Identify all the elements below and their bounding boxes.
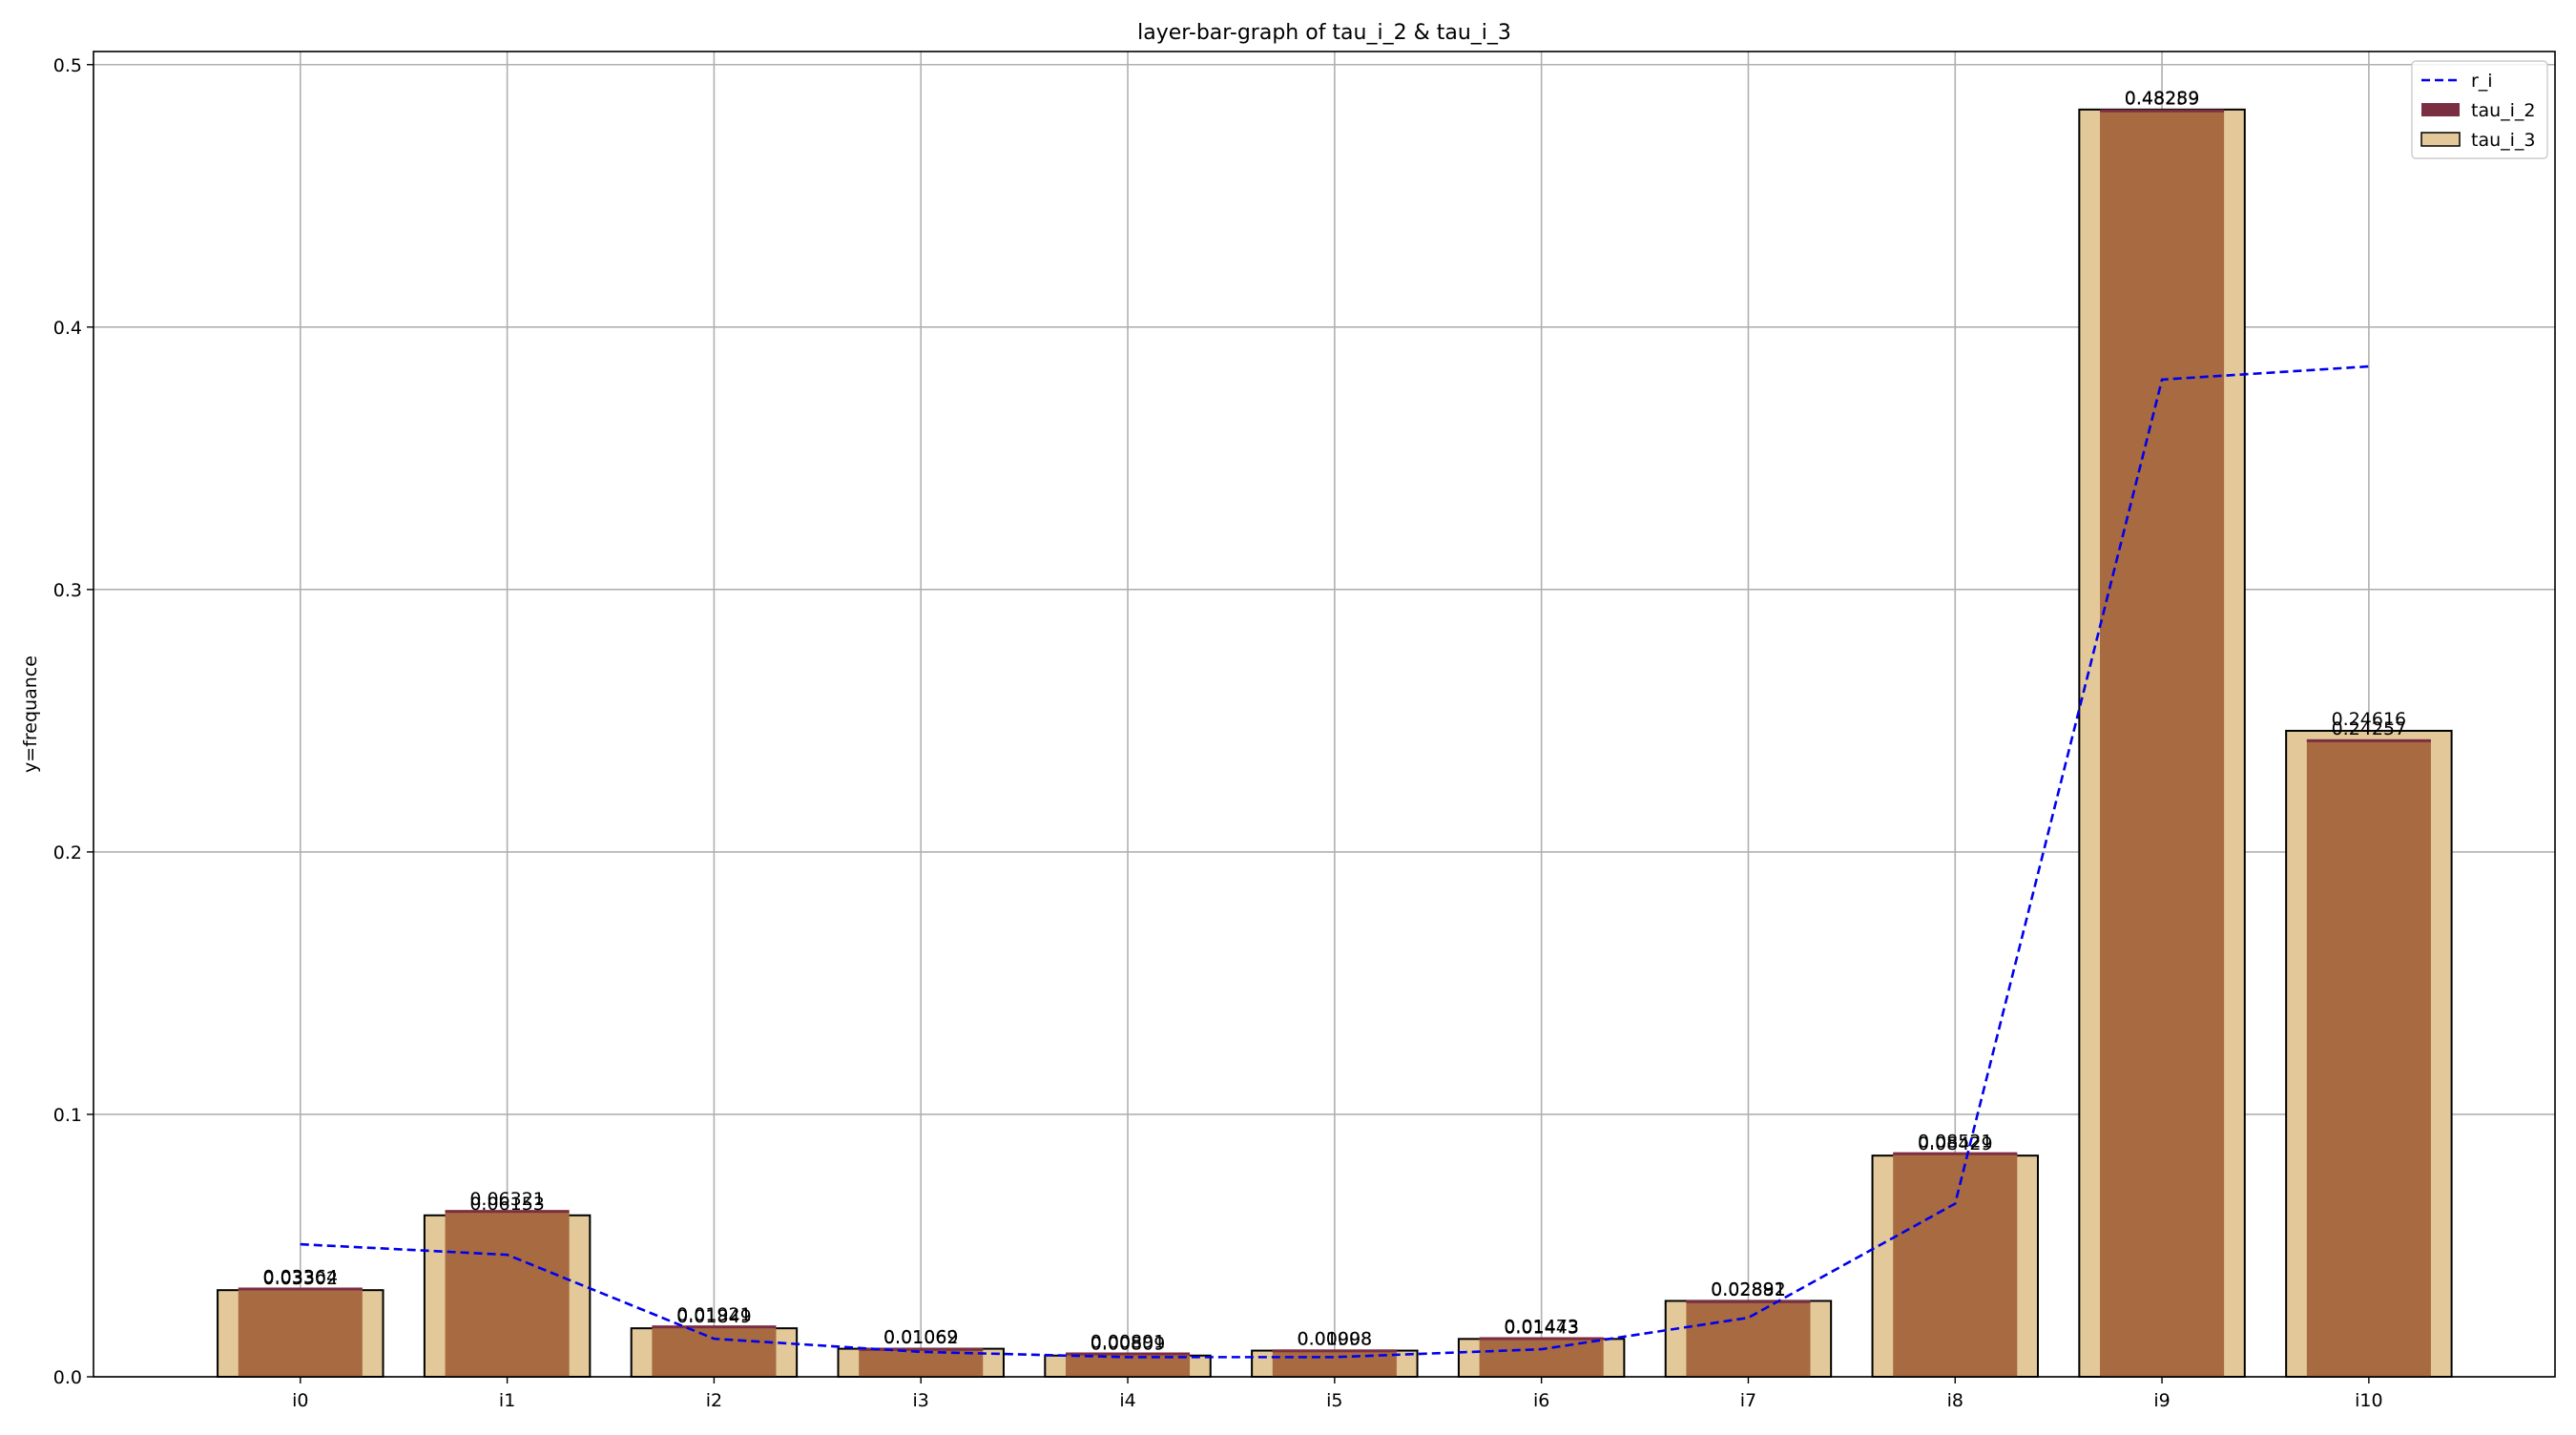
data-label: 0.03364: [263, 1266, 339, 1287]
bar-tau-i-2: [859, 1348, 984, 1377]
bar-tau-i-2: [1893, 1153, 2018, 1377]
bar-tau-i-2-top: [859, 1347, 984, 1351]
y-tick-label: 0.0: [53, 1367, 82, 1388]
x-tick-label: i10: [2355, 1390, 2382, 1411]
bar-tau-i-2-top: [652, 1325, 777, 1329]
bar-tau-i-2: [1272, 1350, 1397, 1377]
data-label: 0.24257: [2332, 718, 2407, 739]
data-label: 0.02892: [1711, 1279, 1786, 1300]
x-tick-label: i9: [2153, 1390, 2170, 1411]
data-label: 0.01008: [1298, 1328, 1373, 1349]
bar-tau-i-2-top: [2306, 738, 2431, 742]
y-axis-label: y=frequance: [20, 655, 41, 773]
bar-tau-i-2: [238, 1288, 363, 1377]
legend-swatch-bar: [2421, 103, 2460, 116]
y-tick-label: 0.2: [53, 842, 82, 863]
data-label: 0.01849: [676, 1306, 752, 1327]
y-tick-label: 0.3: [53, 580, 82, 601]
legend-swatch-bar: [2420, 132, 2461, 147]
bars: [217, 108, 2453, 1379]
bar-tau-i-2: [2306, 739, 2431, 1377]
bar-tau-i-2-top: [1686, 1300, 1811, 1303]
data-label: 0.01921: [676, 1304, 752, 1325]
y-tick-label: 0.1: [53, 1105, 82, 1126]
chart-title: layer-bar-graph of tau_i_2 & tau_i_3: [1137, 21, 1511, 45]
x-tick-label: i7: [1740, 1390, 1756, 1411]
x-tick-label: i5: [1326, 1390, 1342, 1411]
x-tick-label: i3: [913, 1390, 929, 1411]
bar-tau-i-2-top: [2100, 109, 2225, 113]
bar-tau-i-2: [1479, 1338, 1604, 1377]
bar-tau-i-2-top: [1893, 1152, 2018, 1155]
legend: r_i tau_i_2 tau_i_3: [2411, 60, 2548, 159]
data-label: 0.24616: [2332, 709, 2407, 730]
legend-label: tau_i_3: [2471, 130, 2536, 151]
data-labels: 0.03364 0.06321 0.01921 0.01062 0.00891 0.010…: [263, 88, 2407, 1355]
x-tick-label: i4: [1119, 1390, 1135, 1411]
x-axis-ticks: i0 i1 i2 i3 i4 i5 i6 i7 i8 i9 i10: [292, 1377, 2383, 1411]
data-label: 0.01062: [883, 1327, 959, 1348]
bar-tau-i-2-top: [1065, 1352, 1191, 1356]
bar-tau-i-2-top: [1479, 1337, 1604, 1341]
data-label: 0.08521: [1918, 1132, 1993, 1153]
data-label: 0.48289: [2125, 88, 2200, 109]
data-label: 0.03302: [263, 1268, 339, 1289]
legend-label: r_i: [2471, 71, 2493, 92]
bar-tau-i-2: [652, 1326, 777, 1377]
data-label: 0.00809: [1091, 1334, 1166, 1355]
data-label: 0.06321: [469, 1189, 545, 1210]
bar-tau-i-2-top: [238, 1287, 363, 1291]
data-label: 0.06153: [469, 1194, 545, 1215]
bar-tau-i-2: [445, 1211, 570, 1377]
data-label: 0.00998: [1298, 1329, 1373, 1350]
data-label: 0.48259: [2125, 89, 2200, 110]
y-tick-label: 0.4: [53, 318, 82, 339]
x-tick-label: i8: [1947, 1390, 1963, 1411]
bar-tau-i-2-top: [1272, 1349, 1397, 1353]
bar-tau-i-2: [2100, 110, 2225, 1378]
y-axis-ticks: 0.0 0.1 0.2 0.3 0.4 0.5: [53, 55, 93, 1388]
x-tick-label: i6: [1533, 1390, 1549, 1411]
x-tick-label: i0: [292, 1390, 308, 1411]
grid-lines: [93, 52, 2555, 1378]
bar-tau-i-2-top: [445, 1210, 570, 1214]
x-tick-label: i2: [706, 1390, 722, 1411]
y-tick-label: 0.5: [53, 55, 82, 76]
data-label: 0.02881: [1711, 1279, 1786, 1300]
data-label: 0.00891: [1091, 1331, 1166, 1352]
data-label: 0.01443: [1504, 1317, 1579, 1338]
x-tick-label: i1: [499, 1390, 515, 1411]
data-label: 0.08429: [1918, 1133, 1993, 1154]
data-label: 0.01069: [883, 1327, 959, 1348]
bar-tau-i-2: [1686, 1300, 1811, 1377]
legend-label: tau_i_2: [2471, 100, 2536, 121]
data-label: 0.01473: [1504, 1316, 1579, 1337]
plot-frame: [93, 51, 2556, 1378]
